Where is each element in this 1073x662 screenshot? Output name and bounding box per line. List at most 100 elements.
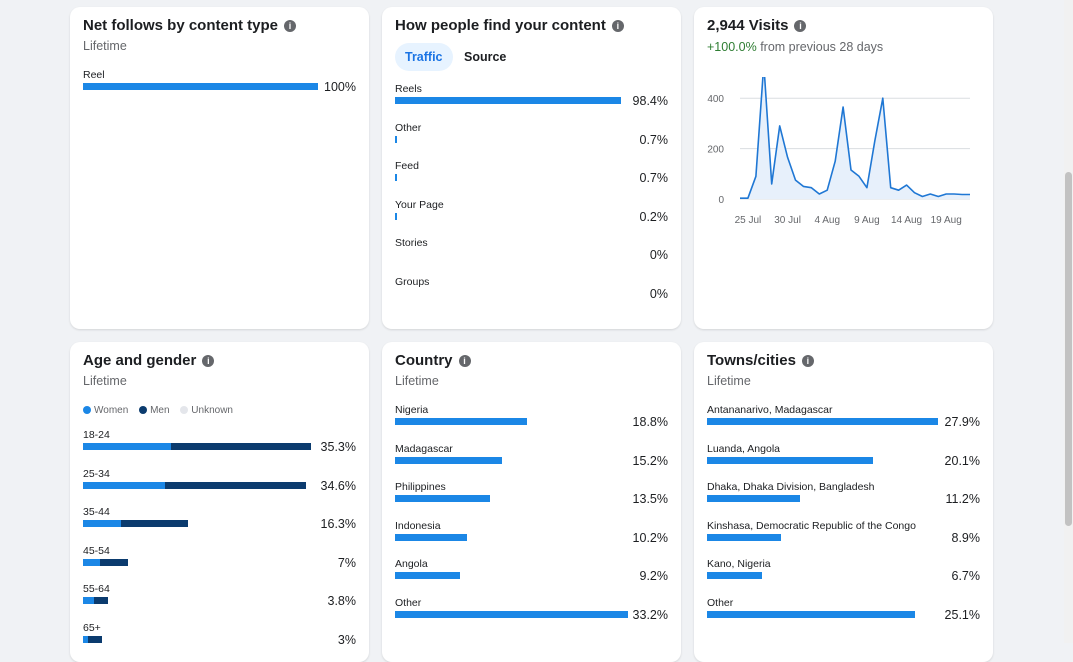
row-value: 0% [649,286,668,301]
bar-row: Kano, Nigeria 6.7% [707,558,980,590]
legend-label: Unknown [191,405,233,416]
row-value: 0.2% [639,209,669,224]
tab-traffic[interactable]: Traffic [395,43,453,71]
page-scrollbar[interactable] [1064,0,1073,643]
visits-line-chart: 400 200 0 25 Jul 30 Jul 4 Aug 9 Aug 14 Aug 19 Au… [707,77,970,226]
bar-track [395,418,681,425]
legend-women: Women [83,405,128,416]
bar-fill [395,610,628,618]
card-subtitle: Lifetime [395,374,439,388]
bar-row: Madagascar 15.2% [395,443,668,475]
row-value: 16.3% [320,517,356,531]
age-row: 45-54 7% [83,545,356,577]
men-segment [100,558,129,566]
net-follows-card: Net follows by content type i Lifetime Re… [70,7,369,329]
row-value: 9.2% [639,569,669,583]
bar-row: Kinshasa, Democratic Republic of the Con… [707,520,980,552]
age-row: 18-24 35.3% [83,429,356,461]
row-value: 3% [337,632,356,647]
bar-row: Reel 100% [83,69,356,101]
women-segment [83,635,89,643]
bar-track [83,597,313,604]
info-icon[interactable]: i [202,355,215,367]
bar-row: Nigeria 18.8% [395,404,668,436]
bar-fill [83,83,318,90]
row-label: Dhaka, Dhaka Division, Bangladesh [707,481,875,493]
towns-card: Towns/cities i Lifetime Antananarivo, Mad… [694,342,993,662]
bar-row: Groups 0% [395,276,668,308]
row-value: 0.7% [639,132,669,147]
row-label: Reels [395,83,422,95]
info-icon[interactable]: i [794,20,807,32]
bar-fill [395,135,397,143]
row-label: Stories [395,237,428,249]
bar-fill [395,495,490,502]
card-title: Towns/cities i [707,352,814,369]
row-label: 18-24 [83,429,110,441]
bar-row: Reels 98.4% [395,83,668,115]
bar-row: Other 0.7% [395,122,668,154]
change-suffix: from previous 28 days [760,40,884,54]
card-subtitle: Lifetime [83,39,127,53]
row-value: 7% [337,555,356,570]
row-label: 25-34 [83,467,110,480]
row-label: 65+ [83,621,101,634]
bar-track [707,456,993,464]
x-tick-label: 14 Aug [891,215,922,226]
bar-fill [707,572,763,579]
info-icon[interactable]: i [801,355,814,367]
row-label: Antananarivo, Madagascar [707,404,833,416]
bar-track [395,212,625,220]
bar-fill [707,418,938,425]
bar-track [395,174,625,181]
men-segment [121,520,189,527]
card-title-text: Age and gender [83,352,197,369]
row-label: Luanda, Angola [707,442,780,455]
bar-track [83,520,313,527]
bar-fill [395,174,397,181]
bar-track [395,97,625,104]
change-percent: +100.0% [707,40,757,54]
bar-fill [395,456,502,464]
card-title: Net follows by content type i [83,17,297,34]
row-value: 33.2% [632,607,668,622]
row-value: 0.7% [639,171,669,185]
info-icon[interactable]: i [284,20,297,32]
men-segment [93,597,108,604]
bar-fill [707,456,874,464]
info-icon[interactable]: i [458,355,471,367]
row-value: 100% [324,80,356,94]
legend-men: Men [139,405,170,416]
row-value: 11.2% [945,492,980,506]
legend-dot [83,406,91,414]
info-icon[interactable]: i [611,20,624,32]
row-value: 20.1% [944,453,980,468]
bar-track [83,83,318,90]
age-row: 55-64 3.8% [83,583,356,615]
visits-card: 2,944 Visits i +100.0% from previous 28 d… [694,7,993,329]
bar-row: Indonesia 10.2% [395,520,668,552]
row-value: 25.1% [944,607,980,622]
card-title: Country i [395,352,471,369]
bar-track [707,495,993,502]
women-segment [83,597,94,604]
row-value: 13.5% [632,492,668,506]
bar-track [83,558,313,566]
bar-row: Dhaka, Dhaka Division, Bangladesh 11.2% [707,481,980,513]
scrollbar-thumb[interactable] [1065,172,1072,526]
bar-row: Feed 0.7% [395,160,668,192]
card-subtitle: Lifetime [83,374,127,388]
bar-row: Luanda, Angola 20.1% [707,443,980,475]
tab-source[interactable]: Source [464,50,507,64]
bar-row: Philippines 13.5% [395,481,668,513]
row-label: Indonesia [395,519,441,532]
row-label: Other [707,596,734,609]
find-content-card: How people find your content i Traffic So… [382,7,681,329]
bar-track [395,135,625,143]
country-card: Country i Lifetime Nigeria 18.8% Madagascar… [382,342,681,662]
bar-row: Stories 0% [395,237,668,269]
bar-row: Other 33.2% [395,597,668,629]
visits-area [740,77,970,199]
visits-change: +100.0% from previous 28 days [707,40,883,54]
men-segment [88,635,103,643]
